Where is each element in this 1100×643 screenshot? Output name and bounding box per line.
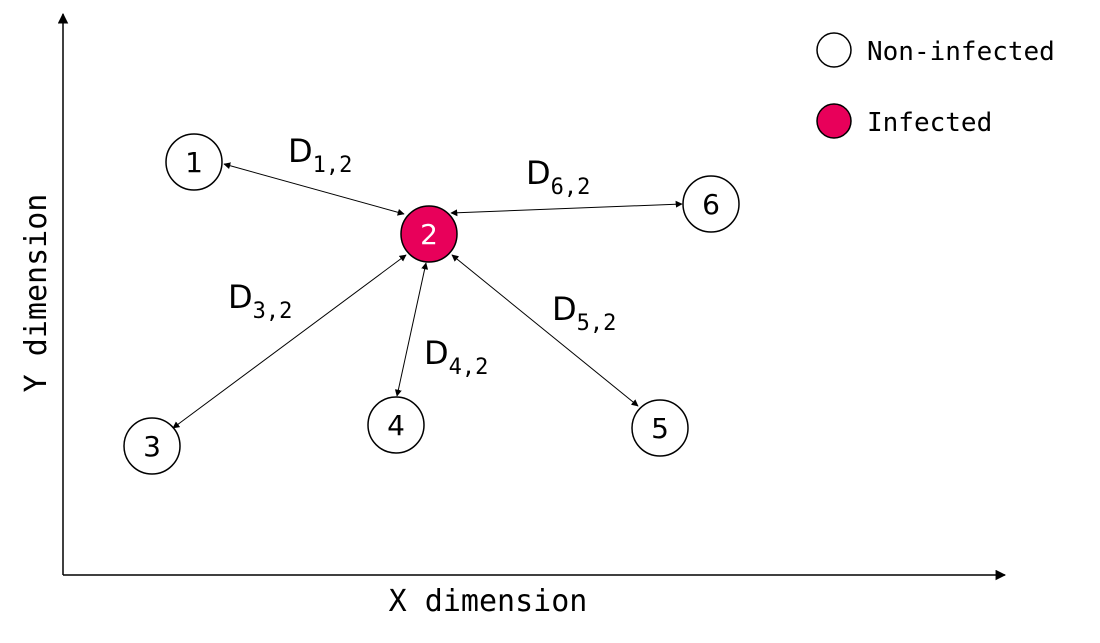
edge-label-base: D [552, 290, 577, 328]
node-4: 4 [367, 396, 425, 454]
node-3: 3 [123, 417, 181, 475]
node-label: 3 [143, 430, 161, 463]
edge-label-sub: 6,2 [551, 175, 591, 200]
edge-4-2 [394, 262, 429, 397]
node-circle [682, 175, 740, 233]
legend-infected-label: Infected [867, 108, 992, 138]
x-axis-label: X dimension [389, 584, 588, 619]
edge-3-2 [172, 254, 407, 429]
edge-label-1-2: D1,2 [288, 132, 352, 178]
legend-non-infected-label: Non-infected [867, 37, 1055, 67]
node-circle [400, 205, 458, 263]
edge-label-sub: 1,2 [313, 153, 353, 178]
edge-label-sub: 4,2 [449, 355, 489, 380]
edge-label-base: D [228, 278, 253, 316]
axes: X dimension Y dimension [19, 12, 1007, 619]
node-1: 1 [165, 133, 223, 191]
y-axis-label: Y dimension [19, 194, 54, 393]
node-6: 6 [682, 175, 740, 233]
edge-label-5-2: D5,2 [552, 290, 616, 336]
edge-label-4-2: D4,2 [424, 334, 488, 380]
legend-infected-swatch [816, 103, 852, 139]
edge-labels: D1,2 D6,2 D3,2 D4,2 D5,2 [228, 132, 616, 380]
edges [172, 162, 683, 429]
edge-label-sub: 5,2 [577, 311, 617, 336]
edge-1-2 [223, 162, 405, 216]
edge-label-base: D [526, 154, 551, 192]
node-label: 4 [387, 409, 405, 442]
node-circle [367, 396, 425, 454]
edge-6-2 [450, 200, 683, 217]
node-2: 2 [400, 205, 458, 263]
legend-non-infected-swatch [816, 32, 852, 68]
nodes: 1 2 3 4 5 6 [123, 133, 740, 475]
node-label: 5 [651, 412, 669, 445]
node-label: 2 [420, 218, 438, 251]
edge-label-3-2: D3,2 [228, 278, 292, 324]
node-circle [123, 417, 181, 475]
edge-label-sub: 3,2 [253, 299, 293, 324]
node-circle [631, 399, 689, 457]
node-label: 6 [702, 188, 720, 221]
edge-label-base: D [288, 132, 313, 170]
edge-label-base: D [424, 334, 449, 372]
node-5: 5 [631, 399, 689, 457]
node-label: 1 [185, 146, 203, 179]
edge-label-6-2: D6,2 [526, 154, 590, 200]
legend: Non-infected Infected [816, 32, 1055, 139]
edge-5-2 [451, 254, 639, 407]
node-circle [165, 133, 223, 191]
